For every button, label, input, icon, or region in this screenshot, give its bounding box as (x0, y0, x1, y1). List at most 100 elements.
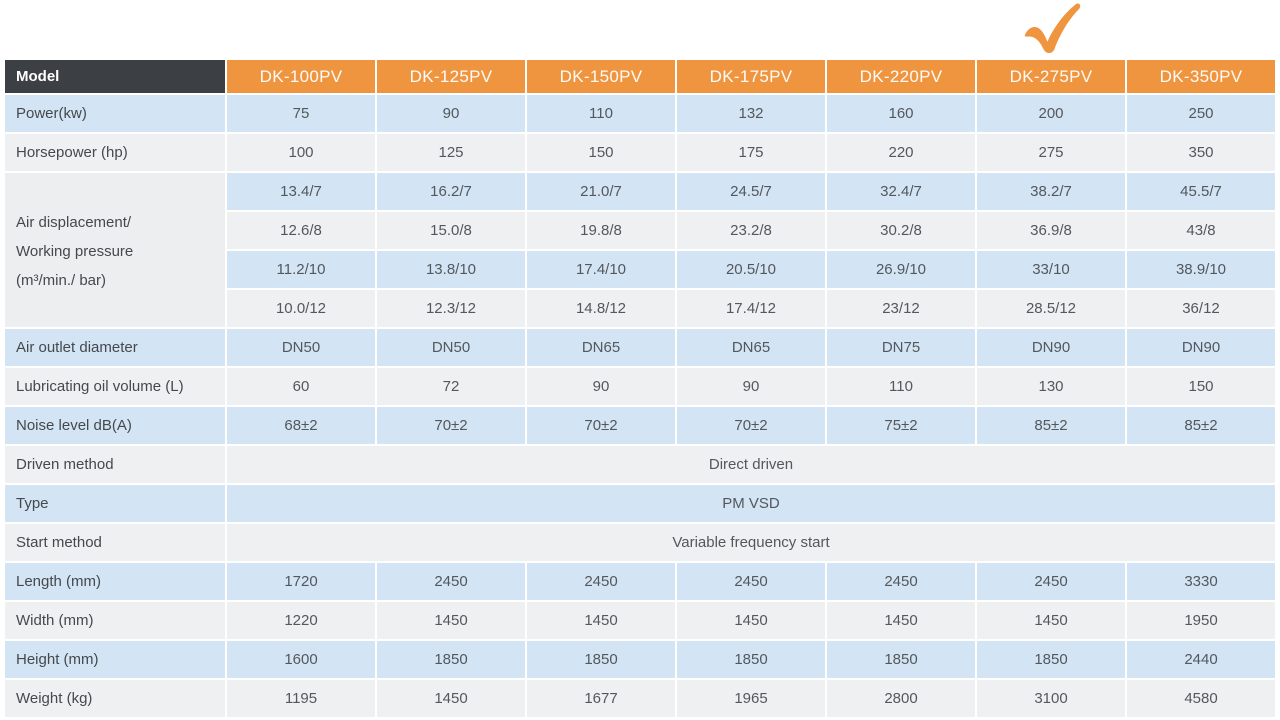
table-cell: 90 (377, 95, 525, 132)
row-label-line: Working pressure (16, 242, 134, 260)
table-cell: 33/10 (977, 251, 1125, 288)
table-cell: 2450 (527, 563, 675, 600)
table-cell: 160 (827, 95, 975, 132)
table-cell: 36.9/8 (977, 212, 1125, 249)
checkmark-icon (1024, 3, 1081, 54)
table-cell: 17.4/12 (677, 290, 825, 327)
table-cell: 1850 (677, 641, 825, 678)
table-row-noise-level-db-a: Noise level dB(A) 68±2 70±2 70±2 70±2 75±2 85±… (5, 407, 1275, 444)
table-cell: 4580 (1127, 680, 1275, 717)
table-cell: 350 (1127, 134, 1275, 171)
table-cell: 21.0/7 (527, 173, 675, 210)
table-cell: 28.5/12 (977, 290, 1125, 327)
header-row: Model DK-100PV DK-125PV DK-150PV DK-175PV DK… (5, 60, 1275, 93)
table-cell: 1220 (227, 602, 375, 639)
table-cell: 2450 (677, 563, 825, 600)
table-cell: 130 (977, 368, 1125, 405)
table-cell: 1195 (227, 680, 375, 717)
row-label-power-kw: Power(kw) (5, 95, 225, 132)
table-cell: 1950 (1127, 602, 1275, 639)
table-cell: 1850 (827, 641, 975, 678)
table-row-height-mm: Height (mm) 1600 1850 1850 1850 1850 1850 2440 (5, 641, 1275, 678)
table-row-power-kw: Power(kw) 75 90 110 132 160 200 250 (5, 95, 1275, 132)
table-row-weight-kg: Weight (kg) 1195 1450 1677 1965 2800 3100 4580 (5, 680, 1275, 717)
table-row-type: Type PM VSD (5, 485, 1275, 522)
table-cell: 1450 (377, 680, 525, 717)
table-row-air-displacement-2: 12.6/8 15.0/8 19.8/8 23.2/8 30.2/8 36.9/8 43/8 (5, 212, 1275, 249)
row-label-length-mm: Length (mm) (5, 563, 225, 600)
table-cell: 70±2 (377, 407, 525, 444)
table-cell: DN65 (527, 329, 675, 366)
table-cell: 1677 (527, 680, 675, 717)
table-row-start-method: Start method Variable frequency start (5, 524, 1275, 561)
table-row-air-outlet-diameter: Air outlet diameter DN50 DN50 DN65 DN65 DN75 D… (5, 329, 1275, 366)
table-cell: 85±2 (977, 407, 1125, 444)
table-cell: 90 (677, 368, 825, 405)
table-cell: 1450 (377, 602, 525, 639)
merged-cell-type: PM VSD (227, 485, 1275, 522)
table-cell: 1965 (677, 680, 825, 717)
table-cell: 1720 (227, 563, 375, 600)
table-cell: 220 (827, 134, 975, 171)
table-cell: 110 (827, 368, 975, 405)
row-label-weight-kg: Weight (kg) (5, 680, 225, 717)
table-cell: 75±2 (827, 407, 975, 444)
table-cell: 3100 (977, 680, 1125, 717)
row-label-width-mm: Width (mm) (5, 602, 225, 639)
table-cell: 45.5/7 (1127, 173, 1275, 210)
table-row-lubricating-oil-volume-l: Lubricating oil volume (L) 60 72 90 90 110 130… (5, 368, 1275, 405)
table-row-air-displacement-3: 11.2/10 13.8/10 17.4/10 20.5/10 26.9/10 33/10… (5, 251, 1275, 288)
table-cell: 100 (227, 134, 375, 171)
table-cell: 12.3/12 (377, 290, 525, 327)
table-row-air-displacement-1: Air displacement/Working pressure (m³/min… (5, 173, 1275, 327)
row-label-line: Air displacement/ (16, 213, 132, 231)
table-cell: DN90 (977, 329, 1125, 366)
table-cell: 132 (677, 95, 825, 132)
table-cell: 23.2/8 (677, 212, 825, 249)
table-row-length-mm: Length (mm) 1720 2450 2450 2450 2450 2450 3330 (5, 563, 1275, 600)
table-cell: 60 (227, 368, 375, 405)
table-body: Power(kw) 75 90 110 132 160 200 250 Horsepower (… (5, 95, 1275, 717)
table-cell: 24.5/7 (677, 173, 825, 210)
table-cell: 32.4/7 (827, 173, 975, 210)
table-row-driven-method: Driven method Direct driven (5, 446, 1275, 483)
row-label-horsepower-hp: Horsepower (hp) (5, 134, 225, 171)
merged-cell-start-method: Variable frequency start (227, 524, 1275, 561)
table-cell: 125 (377, 134, 525, 171)
spec-table: Model DK-100PV DK-125PV DK-150PV DK-175PV DK… (3, 58, 1277, 719)
table-cell: 175 (677, 134, 825, 171)
table-cell: 13.4/7 (227, 173, 375, 210)
row-label-line: (m³/min./ bar) (16, 271, 106, 289)
row-label-driven-method: Driven method (5, 446, 225, 483)
column-header-dk-175pv: DK-175PV (677, 60, 825, 93)
row-label-air-outlet-diameter: Air outlet diameter (5, 329, 225, 366)
merged-cell-driven-method: Direct driven (227, 446, 1275, 483)
row-label-height-mm: Height (mm) (5, 641, 225, 678)
table-cell: 12.6/8 (227, 212, 375, 249)
table-cell: 15.0/8 (377, 212, 525, 249)
table-cell: 1450 (677, 602, 825, 639)
table-cell: 17.4/10 (527, 251, 675, 288)
table-cell: 16.2/7 (377, 173, 525, 210)
table-cell: 1450 (827, 602, 975, 639)
table-row-horsepower-hp: Horsepower (hp) 100 125 150 175 220 275 350 (5, 134, 1275, 171)
table-row-air-displacement-4: 10.0/12 12.3/12 14.8/12 17.4/12 23/12 28.5/12… (5, 290, 1275, 327)
table-cell: 72 (377, 368, 525, 405)
table-cell: 23/12 (827, 290, 975, 327)
table-cell: 11.2/10 (227, 251, 375, 288)
table-cell: DN50 (377, 329, 525, 366)
table-cell: 70±2 (527, 407, 675, 444)
table-cell: 30.2/8 (827, 212, 975, 249)
row-label-type: Type (5, 485, 225, 522)
table-cell: 1450 (527, 602, 675, 639)
table-cell: 75 (227, 95, 375, 132)
row-label-start-method: Start method (5, 524, 225, 561)
table-cell: 1850 (377, 641, 525, 678)
table-cell: 2800 (827, 680, 975, 717)
column-header-dk-275pv: DK-275PV (977, 60, 1125, 93)
table-cell: DN75 (827, 329, 975, 366)
table-cell: 19.8/8 (527, 212, 675, 249)
table-cell: 1850 (977, 641, 1125, 678)
table-row-width-mm: Width (mm) 1220 1450 1450 1450 1450 1450 1950 (5, 602, 1275, 639)
table-cell: 250 (1127, 95, 1275, 132)
